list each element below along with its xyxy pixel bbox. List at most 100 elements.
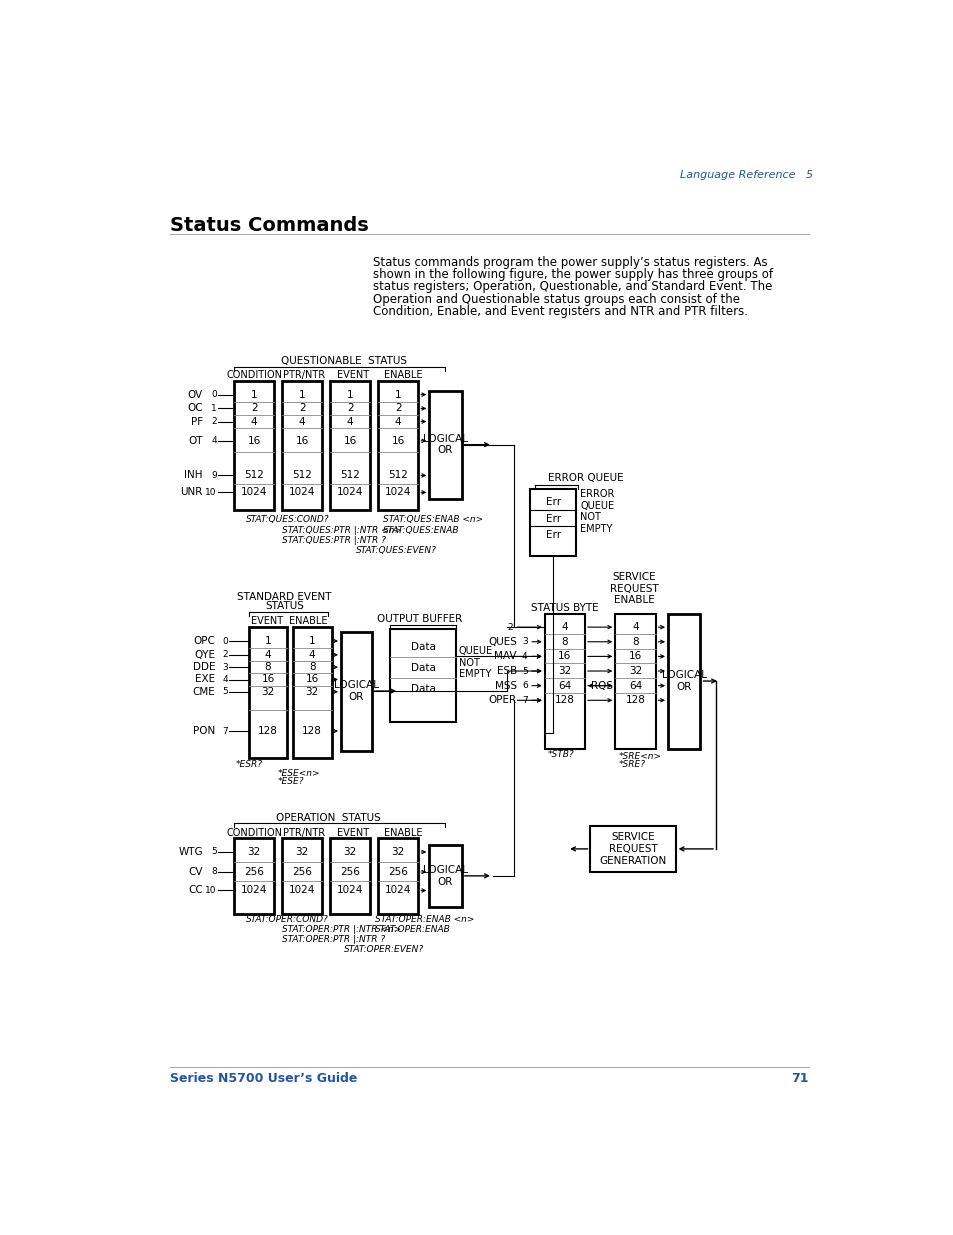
Text: 256: 256 — [244, 867, 264, 877]
Text: 1024: 1024 — [289, 488, 315, 498]
Text: 32: 32 — [247, 847, 260, 857]
Text: 1024: 1024 — [385, 488, 411, 498]
Text: 16: 16 — [392, 436, 404, 446]
Text: OT: OT — [189, 436, 203, 446]
Text: 1: 1 — [309, 636, 315, 646]
Text: OPER: OPER — [488, 695, 517, 705]
Text: 9: 9 — [211, 471, 216, 480]
Text: EVENT: EVENT — [336, 827, 369, 837]
Text: STAT:OPER:PTR |:NTR <n>: STAT:OPER:PTR |:NTR <n> — [282, 925, 400, 934]
Text: *SRE<n>: *SRE<n> — [618, 752, 660, 761]
Text: 512: 512 — [388, 471, 408, 480]
Text: ESB: ESB — [497, 666, 517, 676]
Text: 16: 16 — [305, 674, 318, 684]
Bar — [544, 614, 584, 748]
Text: 512: 512 — [244, 471, 264, 480]
Text: STAT:QUES:PTR |:NTR ?: STAT:QUES:PTR |:NTR ? — [282, 536, 385, 545]
Text: PF: PF — [191, 416, 203, 426]
Text: SERVICE
REQUEST
GENERATION: SERVICE REQUEST GENERATION — [598, 832, 666, 866]
Text: 16: 16 — [261, 674, 274, 684]
Text: 71: 71 — [791, 1072, 808, 1084]
Text: 8: 8 — [632, 637, 639, 647]
Bar — [615, 614, 655, 748]
Text: LOGICAL
OR: LOGICAL OR — [422, 433, 468, 456]
Text: 4: 4 — [211, 436, 216, 446]
Text: 32: 32 — [558, 666, 571, 676]
Text: 32: 32 — [261, 687, 274, 697]
Text: 128: 128 — [302, 726, 322, 736]
Text: ERROR QUEUE: ERROR QUEUE — [547, 473, 623, 483]
Text: STATUS BYTE: STATUS BYTE — [531, 603, 598, 613]
Text: LOGICAL
OR: LOGICAL OR — [661, 671, 706, 692]
Bar — [377, 380, 418, 510]
Text: 4: 4 — [632, 622, 639, 632]
Text: 4: 4 — [347, 416, 354, 426]
Text: STAT:OPER:EVEN?: STAT:OPER:EVEN? — [344, 945, 424, 955]
Text: 256: 256 — [388, 867, 408, 877]
Text: 10: 10 — [205, 885, 216, 895]
Text: 4: 4 — [251, 416, 257, 426]
Text: Status Commands: Status Commands — [170, 216, 368, 235]
Bar — [590, 826, 675, 872]
Bar — [429, 845, 461, 906]
Text: PTR/NTR: PTR/NTR — [282, 827, 324, 837]
Text: 1024: 1024 — [336, 488, 363, 498]
Text: STAT:QUES:PTR |:NTR <n>: STAT:QUES:PTR |:NTR <n> — [282, 526, 401, 535]
Text: ENABLE: ENABLE — [289, 616, 327, 626]
Text: STAT:OPER:PTR |:NTR ?: STAT:OPER:PTR |:NTR ? — [282, 935, 385, 945]
Text: 6: 6 — [521, 682, 527, 690]
Text: 5: 5 — [521, 667, 527, 676]
Text: CONDITION: CONDITION — [226, 827, 282, 837]
Text: QUEUE
NOT
EMPTY: QUEUE NOT EMPTY — [458, 646, 493, 679]
Text: CME: CME — [193, 687, 215, 697]
Text: 10: 10 — [205, 488, 216, 496]
Text: 4: 4 — [265, 650, 271, 659]
Text: 4: 4 — [395, 416, 401, 426]
Text: *SRE?: *SRE? — [618, 760, 644, 768]
Text: 512: 512 — [292, 471, 312, 480]
Bar — [330, 839, 370, 914]
Text: INH: INH — [184, 471, 203, 480]
Text: PON: PON — [193, 726, 215, 736]
Text: 128: 128 — [555, 695, 575, 705]
Text: RQS: RQS — [591, 680, 613, 690]
Text: STAT:QUES:EVEN?: STAT:QUES:EVEN? — [355, 546, 436, 555]
Text: 1: 1 — [251, 389, 257, 400]
Text: shown in the following figure, the power supply has three groups of: shown in the following figure, the power… — [373, 268, 773, 282]
Text: 2: 2 — [211, 417, 216, 426]
Text: PTR/NTR: PTR/NTR — [282, 370, 324, 380]
Bar — [330, 380, 370, 510]
Text: 2: 2 — [222, 651, 228, 659]
Text: 32: 32 — [343, 847, 356, 857]
Text: Err: Err — [545, 530, 560, 540]
Text: 2: 2 — [298, 404, 305, 414]
Text: *ESE<n>: *ESE<n> — [277, 769, 319, 778]
Text: OUTPUT BUFFER: OUTPUT BUFFER — [377, 615, 462, 625]
Text: 16: 16 — [295, 436, 309, 446]
Text: 1024: 1024 — [385, 885, 411, 895]
Text: 4: 4 — [222, 676, 228, 684]
Text: *STB?: *STB? — [547, 750, 574, 758]
Text: 1024: 1024 — [336, 885, 363, 895]
Text: OPERATION  STATUS: OPERATION STATUS — [275, 813, 380, 823]
Text: EVENT: EVENT — [251, 616, 283, 626]
Bar — [282, 380, 322, 510]
Bar — [293, 627, 332, 758]
Text: QUESTIONABLE  STATUS: QUESTIONABLE STATUS — [281, 357, 407, 367]
Text: WTG: WTG — [178, 847, 203, 857]
Text: 32: 32 — [305, 687, 318, 697]
Bar — [667, 614, 700, 748]
Bar — [377, 839, 418, 914]
Text: OC: OC — [187, 404, 203, 414]
Text: 1024: 1024 — [289, 885, 315, 895]
Text: 3: 3 — [521, 637, 527, 646]
Text: 16: 16 — [247, 436, 260, 446]
Text: 2: 2 — [347, 404, 354, 414]
Text: 2: 2 — [395, 404, 401, 414]
Text: Data: Data — [410, 663, 435, 673]
Text: EVENT: EVENT — [336, 370, 369, 380]
Bar — [429, 390, 461, 499]
Text: 1: 1 — [347, 389, 354, 400]
Text: 4: 4 — [298, 416, 305, 426]
Text: STAT:QUES:COND?: STAT:QUES:COND? — [245, 515, 329, 524]
